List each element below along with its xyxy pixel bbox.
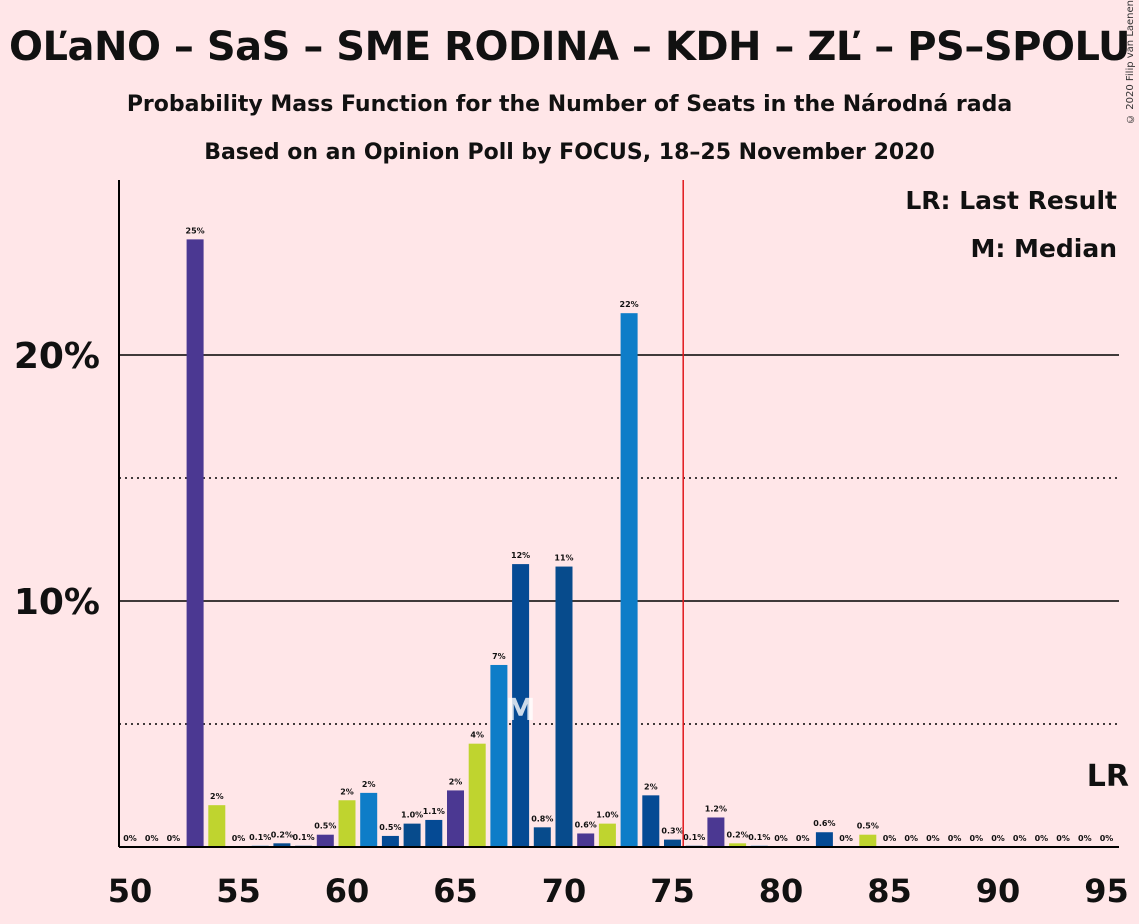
bar-label-66: 4% (470, 731, 484, 740)
bar-label-50: 0% (123, 834, 137, 843)
bar-label-63: 1.0% (401, 811, 423, 820)
bar-label-78: 0.2% (727, 830, 749, 839)
x-tick-label: 50 (108, 872, 153, 910)
bar-seats-61 (360, 792, 378, 847)
bar-label-80: 0% (774, 834, 788, 843)
y-tick-label: 10% (14, 582, 100, 623)
bar-seats-62 (381, 835, 399, 847)
chart-title: OĽaNO – SaS – SME RODINA – KDH – ZĽ – PS… (9, 24, 1130, 70)
bar-seats-73 (620, 313, 638, 847)
bar-label-61: 2% (362, 780, 376, 789)
bar-seats-70 (555, 566, 573, 847)
bar-label-74: 2% (644, 782, 658, 791)
bar-label-55: 0% (232, 834, 246, 843)
bar-label-56: 0.1% (249, 833, 271, 842)
bar-label-69: 0.8% (531, 814, 553, 823)
bar-label-83: 0% (839, 834, 853, 843)
bar-label-71: 0.6% (575, 820, 597, 829)
chart-subtitle: Probability Mass Function for the Number… (126, 92, 1013, 117)
bar-seats-78 (729, 843, 747, 847)
bar-label-95: 0% (1100, 834, 1114, 843)
bar-label-89: 0% (970, 834, 984, 843)
bar-seats-84 (859, 834, 877, 847)
bar-label-79: 0.1% (748, 833, 770, 842)
bar-seats-72 (598, 823, 616, 847)
bar-label-51: 0% (145, 834, 159, 843)
x-tick-label: 80 (759, 872, 804, 910)
bar-label-82: 0.6% (813, 819, 835, 828)
bar-label-62: 0.5% (379, 823, 401, 832)
x-tick-label: 90 (976, 872, 1021, 910)
bar-label-85: 0% (883, 834, 897, 843)
bar-label-60: 2% (340, 787, 354, 796)
bar-seats-64 (425, 819, 443, 847)
bar-seats-60 (338, 800, 356, 847)
x-tick-label: 85 (867, 872, 912, 910)
x-tick-label: 55 (216, 872, 261, 910)
bar-label-94: 0% (1078, 834, 1092, 843)
bar-label-91: 0% (1013, 834, 1027, 843)
bar-label-72: 1.0% (596, 811, 618, 820)
y-tick-label: 20% (14, 336, 100, 377)
bar-label-64: 1.1% (423, 807, 445, 816)
bar-seats-69 (533, 827, 551, 847)
bar-seats-74 (642, 795, 660, 847)
bar-label-58: 0.1% (293, 833, 315, 842)
last-result-marker: LR (1087, 759, 1129, 794)
bar-label-84: 0.5% (857, 822, 879, 831)
x-tick-label: 65 (433, 872, 478, 910)
bar-label-68: 12% (511, 551, 530, 560)
bar-label-59: 0.5% (314, 822, 336, 831)
bar-seats-54 (208, 805, 226, 847)
legend-last-result: LR: Last Result (905, 186, 1117, 215)
x-tick-label: 95 (1084, 872, 1129, 910)
bar-seats-67 (490, 664, 508, 847)
bar-label-73: 22% (620, 300, 639, 309)
bar-label-86: 0% (904, 834, 918, 843)
bar-label-81: 0% (796, 834, 810, 843)
bar-label-75: 0.3% (661, 827, 683, 836)
bar-seats-75 (664, 839, 681, 847)
bar-seats-66 (468, 743, 486, 847)
bar-label-76: 0.1% (683, 833, 705, 842)
bar-seats-77 (707, 817, 725, 847)
bar-label-53: 25% (186, 226, 205, 235)
bar-label-88: 0% (948, 834, 962, 843)
bar-seats-71 (577, 833, 595, 847)
legend-median: M: Median (970, 234, 1117, 263)
bar-seats-63 (403, 823, 421, 847)
bar-label-54: 2% (210, 792, 224, 801)
bar-label-92: 0% (1035, 834, 1049, 843)
bar-label-52: 0% (167, 834, 181, 843)
x-tick-label: 75 (650, 872, 695, 910)
bar-label-70: 11% (554, 554, 573, 563)
chart-source-subtitle: Based on an Opinion Poll by FOCUS, 18–25… (204, 140, 935, 165)
bar-seats-59 (316, 834, 334, 847)
bar-label-90: 0% (991, 834, 1005, 843)
bar-seats-68 (512, 564, 530, 847)
x-tick-label: 60 (325, 872, 370, 910)
bar-label-65: 2% (449, 777, 463, 786)
bar-seats-57 (273, 843, 291, 847)
bar-label-67: 7% (492, 652, 506, 661)
median-marker: M (506, 693, 536, 728)
bar-label-93: 0% (1056, 834, 1070, 843)
bar-label-87: 0% (926, 834, 940, 843)
bar-seats-65 (447, 790, 464, 847)
bar-seats-82 (815, 832, 833, 847)
bar-label-57: 0.2% (271, 830, 293, 839)
bar-seats-53 (186, 239, 204, 847)
bar-label-77: 1.2% (705, 804, 727, 813)
x-tick-label: 70 (542, 872, 587, 910)
